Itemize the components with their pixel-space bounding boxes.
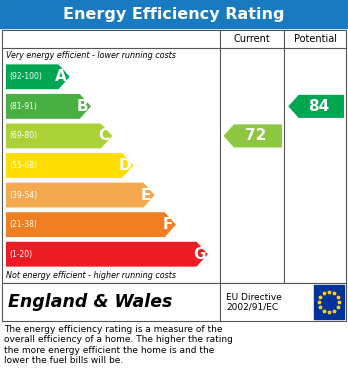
Text: Current: Current <box>234 34 271 44</box>
Polygon shape <box>6 212 176 237</box>
Text: (1-20): (1-20) <box>9 250 32 259</box>
Text: Energy Efficiency Rating: Energy Efficiency Rating <box>63 7 285 22</box>
Bar <box>2 283 346 321</box>
Text: C: C <box>98 128 109 143</box>
Text: (39-54): (39-54) <box>9 190 37 199</box>
Polygon shape <box>6 183 155 208</box>
Text: Not energy efficient - higher running costs: Not energy efficient - higher running co… <box>6 271 176 280</box>
Text: 2002/91/EC: 2002/91/EC <box>227 303 278 312</box>
Polygon shape <box>6 65 70 89</box>
Text: (81-91): (81-91) <box>9 102 37 111</box>
Polygon shape <box>6 124 112 148</box>
Bar <box>0 0 348 28</box>
Text: B: B <box>77 99 88 114</box>
Text: England & Wales: England & Wales <box>8 293 172 311</box>
Text: (69-80): (69-80) <box>9 131 37 140</box>
Bar <box>314 285 344 319</box>
Polygon shape <box>223 124 282 147</box>
Text: D: D <box>119 158 131 173</box>
Text: E: E <box>141 188 151 203</box>
Polygon shape <box>6 153 134 178</box>
Polygon shape <box>6 94 91 119</box>
Bar <box>2 30 346 283</box>
Text: F: F <box>162 217 173 232</box>
Text: Very energy efficient - lower running costs: Very energy efficient - lower running co… <box>6 50 176 59</box>
Text: Potential: Potential <box>294 34 337 44</box>
Text: (92-100): (92-100) <box>9 72 42 81</box>
Text: The energy efficiency rating is a measure of the
overall efficiency of a home. T: The energy efficiency rating is a measur… <box>4 325 233 365</box>
Polygon shape <box>6 242 208 267</box>
Text: 84: 84 <box>308 99 329 114</box>
Text: (55-68): (55-68) <box>9 161 37 170</box>
Text: A: A <box>55 69 67 84</box>
Text: 72: 72 <box>245 128 266 143</box>
Text: EU Directive: EU Directive <box>227 292 282 301</box>
Polygon shape <box>288 95 344 118</box>
Text: G: G <box>193 247 205 262</box>
Text: (21-38): (21-38) <box>9 220 37 229</box>
